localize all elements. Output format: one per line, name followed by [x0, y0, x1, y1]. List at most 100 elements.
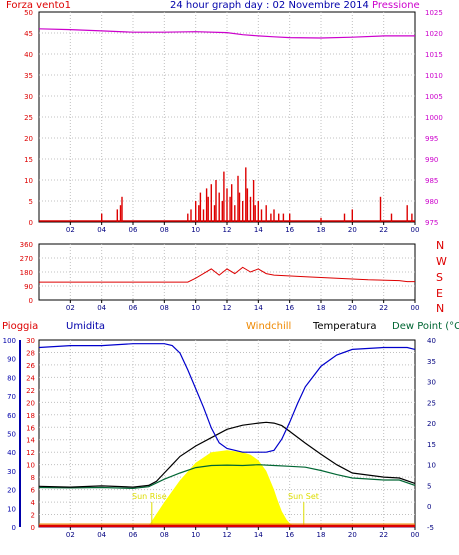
wind-y-tick-label: 40 — [24, 51, 33, 59]
wind-bar — [260, 209, 263, 222]
wind-bar — [351, 209, 353, 222]
direction-panel-x-tick-label: 14 — [254, 304, 263, 312]
wind-bar — [199, 192, 202, 222]
wind-bar — [270, 213, 272, 222]
wind-bar — [411, 213, 413, 222]
legend-umidita: Umidita — [66, 321, 106, 332]
wind-bar — [101, 213, 103, 222]
direction-letter-n-top: N — [436, 239, 445, 252]
climate-panel-x-tick-label: 14 — [254, 531, 263, 539]
wind-bar — [116, 209, 118, 222]
direction-panel-x-tick-label: 12 — [223, 304, 232, 312]
wind-bar — [221, 201, 223, 222]
wind-bar — [289, 213, 291, 222]
wind-bar — [282, 213, 285, 222]
wind-bar — [379, 196, 382, 222]
sun-rise-label: Sun Rise — [132, 492, 167, 501]
wind-bar — [249, 196, 252, 222]
wind-panel-x-tick-label: 04 — [97, 226, 106, 234]
wind-y-tick-label: 30 — [24, 93, 33, 101]
wind-bar — [218, 192, 220, 222]
wind-bar — [343, 213, 346, 222]
wind-bar — [257, 201, 259, 222]
pressure-y-tick-label: 990 — [425, 156, 438, 164]
wind-bar — [215, 180, 217, 222]
pressure-y-tick-label: 980 — [425, 198, 438, 206]
direction-letter-e: E — [436, 287, 443, 300]
wind-bar — [121, 196, 123, 222]
rain-y-tick-label: 0 — [31, 524, 35, 532]
direction-panel-x-tick-label: 02 — [66, 304, 75, 312]
wind-bar — [273, 209, 275, 222]
pressure-y-tick-label: 1020 — [425, 30, 443, 38]
wind-axis-label: Forza vento1 — [6, 0, 71, 11]
wind-bar — [390, 213, 393, 222]
pressure-line — [38, 28, 415, 39]
direction-panel-x-tick-label: 22 — [379, 304, 388, 312]
rain-y-tick-label: 26 — [26, 362, 35, 370]
direction-y-tick-label: 270 — [20, 255, 33, 263]
wind-y-tick-label: 50 — [24, 9, 33, 17]
temperature-y-tick-label: -5 — [427, 524, 434, 532]
humidity-y-tick-label: 10 — [7, 505, 16, 513]
direction-line — [39, 266, 415, 283]
rain-y-tick-label: 22 — [26, 387, 35, 395]
wind-panel-x-tick-label: 10 — [191, 226, 200, 234]
direction-panel-x-tick-label: 08 — [160, 304, 169, 312]
humidity-y-tick-label: 30 — [7, 468, 16, 476]
legend-temperatura: Temperatura — [313, 321, 377, 332]
wind-bar — [238, 192, 241, 222]
wind-bar — [213, 205, 216, 222]
temperature-line — [38, 421, 416, 488]
wind-bar — [119, 205, 122, 222]
humidity-y-tick-label: 0 — [12, 524, 16, 532]
temperature-y-tick-label: 5 — [427, 482, 431, 490]
wind-bar — [237, 175, 239, 222]
direction-panel-x-tick-label: 04 — [97, 304, 106, 312]
wind-y-tick-label: 15 — [24, 156, 33, 164]
humidity-line — [38, 343, 416, 453]
legend-windchill: Windchill — [246, 321, 292, 332]
direction-panel-x-tick-label: 00 — [411, 304, 420, 312]
rain-y-tick-label: 30 — [26, 337, 35, 345]
humidity-y-tick-label: 40 — [7, 449, 16, 457]
rain-y-tick-label: 20 — [26, 399, 35, 407]
climate-panel-x-tick-label: 02 — [66, 531, 75, 539]
wind-bar — [245, 167, 247, 222]
wind-y-tick-label: 10 — [24, 177, 33, 185]
wind-bar — [278, 213, 280, 222]
temperature-y-tick-label: 30 — [427, 379, 436, 387]
wind-bar — [242, 201, 244, 222]
humidity-y-tick-label: 80 — [7, 374, 16, 382]
climate-panel-x-tick-label: 00 — [411, 531, 420, 539]
climate-panel-x-tick-label: 08 — [160, 531, 169, 539]
direction-y-tick-label: 90 — [24, 283, 33, 291]
wind-panel-x-tick-label: 16 — [285, 226, 294, 234]
pressure-y-tick-label: 995 — [425, 135, 438, 143]
temperature-y-tick-label: 20 — [427, 420, 436, 428]
pressure-y-tick-label: 1010 — [425, 72, 443, 80]
humidity-y-tick-label: 70 — [7, 393, 16, 401]
direction-panel-x-tick-label: 20 — [348, 304, 357, 312]
temperature-y-tick-label: 15 — [427, 441, 436, 449]
wind-bar — [254, 205, 256, 222]
wind-bar — [252, 180, 255, 222]
temperature-y-tick-label: 25 — [427, 399, 436, 407]
sun-set-label: Sun Set — [288, 492, 319, 501]
climate-panel-x-tick-label: 22 — [379, 531, 388, 539]
wind-bar — [187, 213, 189, 222]
wind-bar — [210, 184, 212, 222]
rain-y-tick-label: 6 — [31, 487, 36, 495]
temperature-y-tick-label: 0 — [427, 503, 431, 511]
wind-bar — [265, 205, 267, 222]
chart-title: 24 hour graph day : 02 Novembre 2014 — [170, 0, 369, 11]
wind-bar — [246, 188, 249, 222]
wind-bar — [198, 205, 200, 222]
humidity-y-tick-label: 60 — [7, 412, 16, 420]
rain-y-tick-label: 24 — [26, 374, 35, 382]
temperature-y-tick-label: 40 — [427, 337, 436, 345]
wind-panel-x-tick-label: 18 — [317, 226, 326, 234]
pressure-y-tick-label: 1000 — [425, 114, 443, 122]
pressure-y-tick-label: 1005 — [425, 93, 443, 101]
